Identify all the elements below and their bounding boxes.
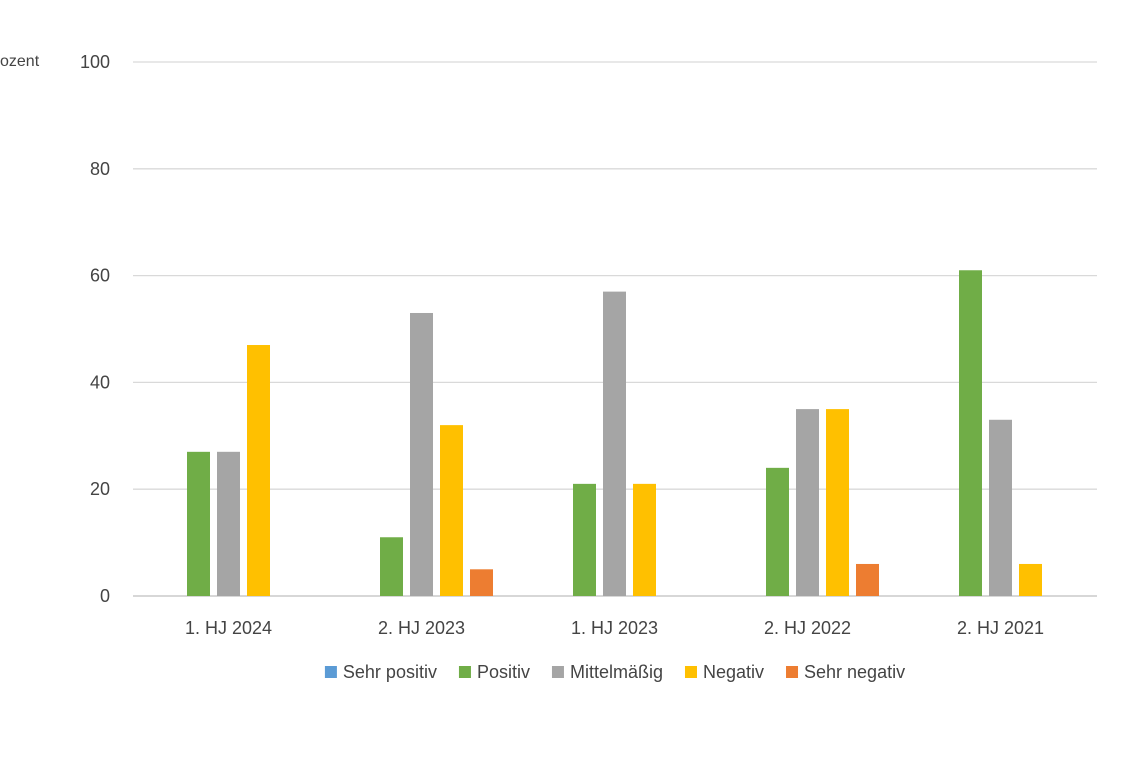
legend-item-negativ: Negativ <box>684 662 764 682</box>
y-tick-label-20: 20 <box>90 479 110 499</box>
y-tick-label-60: 60 <box>90 266 110 286</box>
y-tick-label-40: 40 <box>90 372 110 392</box>
bar-mittelm-ig-5 <box>989 419 1012 596</box>
bar-sehr-negativ-2 <box>470 569 493 596</box>
bar-positiv-3 <box>573 483 596 596</box>
bar-positiv-4 <box>766 467 789 596</box>
x-axis-categories: 1. HJ 2024 2. HJ 2023 1. HJ 2023 2. HJ 2022… <box>185 618 1044 638</box>
legend: Sehr positiv Positiv Mittelmäßig Negativ Seh… <box>324 662 905 682</box>
x-category-label: 2. HJ 2023 <box>378 618 465 638</box>
bar-negativ-5 <box>1019 563 1042 596</box>
bar-negativ-3 <box>633 483 656 596</box>
bar-mittelm-ig-1 <box>217 451 240 596</box>
x-category-label: 2. HJ 2021 <box>957 618 1044 638</box>
bar-positiv-1 <box>187 451 210 596</box>
legend-swatch <box>786 666 799 678</box>
y-axis-label: ozent <box>0 53 40 70</box>
bar-mittelm-ig-3 <box>603 291 626 596</box>
legend-item-positiv: Positiv <box>458 662 530 682</box>
bar-negativ-4 <box>826 409 849 596</box>
legend-swatch <box>684 666 697 678</box>
y-axis-ticks: 0 20 40 60 80 100 <box>80 52 110 606</box>
bar-sehr-negativ-4 <box>856 563 879 596</box>
legend-swatch <box>324 666 337 678</box>
x-category-label: 1. HJ 2024 <box>185 618 272 638</box>
bars <box>187 270 1042 596</box>
legend-label: Positiv <box>477 662 530 682</box>
y-tick-label-0: 0 <box>100 586 110 606</box>
legend-swatch <box>458 666 471 678</box>
legend-item-sehr-positiv: Sehr positiv <box>324 662 437 682</box>
bar-mittelm-ig-4 <box>796 409 819 596</box>
bar-positiv-5 <box>959 270 982 596</box>
y-tick-label-100: 100 <box>80 52 110 72</box>
y-tick-label-80: 80 <box>90 159 110 179</box>
legend-label: Sehr negativ <box>804 662 905 682</box>
x-category-label: 1. HJ 2023 <box>571 618 658 638</box>
legend-label: Sehr positiv <box>343 662 437 682</box>
bar-mittelm-ig-2 <box>410 312 433 596</box>
legend-item-sehr-negativ: Sehr negativ <box>786 662 905 682</box>
legend-label: Mittelmäßig <box>570 662 663 682</box>
legend-label: Negativ <box>703 662 764 682</box>
legend-swatch <box>551 666 564 678</box>
bar-negativ-2 <box>440 425 463 596</box>
x-category-label: 2. HJ 2022 <box>764 618 851 638</box>
legend-item-mittelm-ig: Mittelmäßig <box>551 662 663 682</box>
bar-positiv-2 <box>380 537 403 596</box>
bar-negativ-1 <box>247 345 270 596</box>
